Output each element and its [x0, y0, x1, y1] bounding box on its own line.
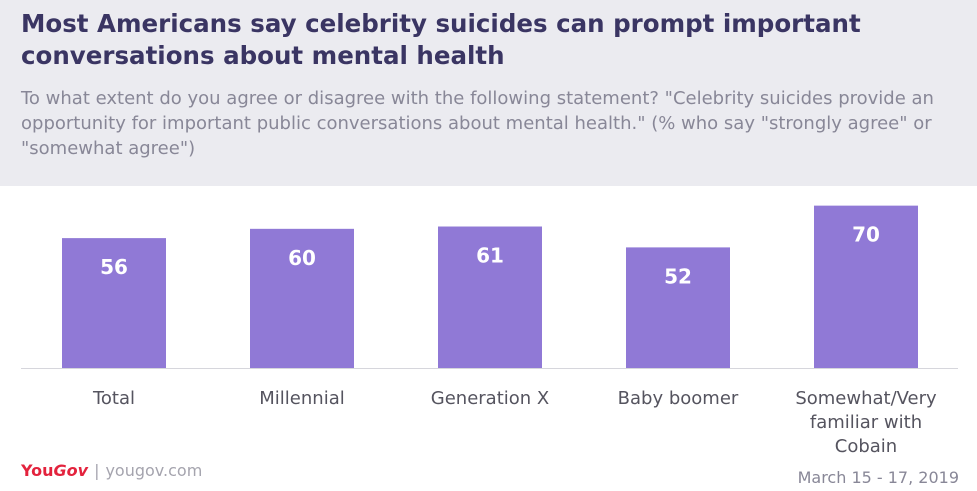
category-label: Generation X — [431, 388, 549, 409]
category-label: Total — [92, 388, 135, 409]
bar-0 — [62, 238, 166, 368]
category-label: Baby boomer — [618, 388, 739, 409]
chart-header: Most Americans say celebrity suicides ca… — [0, 0, 977, 186]
bar-value-label: 60 — [288, 246, 316, 270]
bar-value-label: 70 — [852, 223, 880, 247]
logo-separator: | — [94, 461, 100, 480]
category-label: Somewhat/Very familiar with Cobain — [795, 388, 937, 457]
logo-gov-text: Gov — [53, 461, 89, 480]
bar-2 — [438, 226, 542, 368]
bar-value-label: 56 — [100, 255, 128, 279]
chart-subtitle: To what extent do you agree or disagree … — [21, 88, 934, 159]
bar-chart: 56 Total 60 Millennial 61 Generation X 52 Baby … — [21, 205, 958, 457]
category-label: Millennial — [259, 388, 344, 409]
bar-value-label: 61 — [476, 244, 504, 268]
logo-url: yougov.com — [105, 461, 203, 480]
survey-date: March 15 - 17, 2019 — [797, 468, 959, 487]
bar-1 — [250, 228, 354, 368]
bar-value-label: 52 — [664, 264, 692, 288]
logo-you-text: You — [21, 461, 54, 480]
chart-title: Most Americans say celebrity suicides ca… — [21, 9, 861, 70]
yougov-logo: YouGov | yougov.com — [21, 460, 202, 482]
bar-3 — [626, 247, 730, 368]
bar-4 — [814, 205, 918, 368]
